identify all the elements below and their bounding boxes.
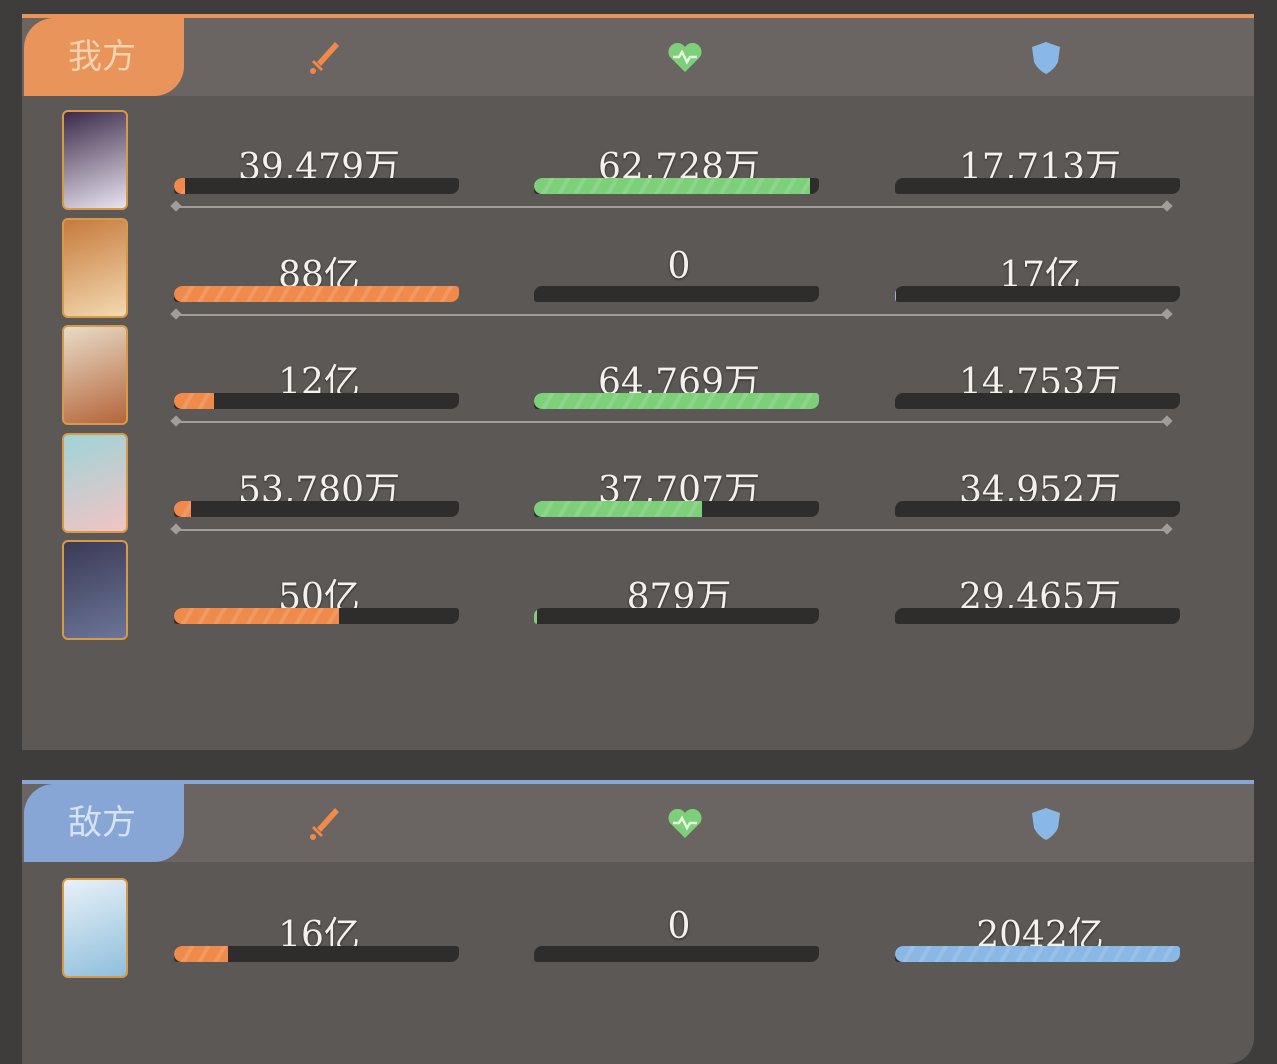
damage-bar-fill — [174, 608, 340, 624]
sword-icon — [305, 804, 345, 844]
damage-bar — [174, 393, 459, 409]
damage-bar — [174, 946, 459, 962]
heal-bar-fill — [534, 500, 703, 517]
hero-portrait[interactable] — [62, 217, 128, 318]
tank-bar-fill — [895, 946, 1180, 962]
tank-bar — [895, 178, 1180, 194]
tank-bar-fill — [895, 285, 897, 302]
tank-bar — [895, 608, 1180, 624]
stat-row: 88亿 0 17亿 — [22, 217, 1254, 325]
hero-portrait[interactable] — [62, 432, 128, 533]
heal-value: 0 — [667, 245, 691, 287]
row-divider — [174, 206, 1169, 208]
row-divider — [174, 313, 1169, 316]
ally-panel: 我方 39,479万 62,728万 17,713万 88亿 0 17亿 12亿 64,769… — [22, 14, 1254, 750]
shield-icon — [1026, 38, 1066, 78]
damage-bar-fill — [174, 178, 186, 194]
enemy-tab[interactable]: 敌方 — [24, 784, 184, 862]
damage-bar — [174, 500, 459, 517]
hero-portrait[interactable] — [62, 325, 128, 425]
tank-bar — [895, 393, 1180, 409]
heal-bar — [534, 500, 819, 517]
hero-portrait[interactable] — [62, 110, 128, 210]
heal-value: 0 — [667, 906, 691, 947]
heart-icon — [665, 38, 705, 78]
shield-icon — [1026, 804, 1066, 844]
damage-bar-fill — [174, 500, 192, 517]
damage-bar — [174, 285, 459, 302]
stat-row: 53,780万 37,707万 34,952万 — [22, 432, 1254, 540]
tank-bar — [895, 946, 1180, 962]
damage-bar-fill — [174, 946, 229, 962]
hero-portrait[interactable] — [62, 540, 128, 640]
heal-bar — [534, 178, 819, 194]
ally-header: 我方 — [22, 18, 1254, 96]
tank-bar — [895, 285, 1180, 302]
heal-bar-fill — [534, 393, 819, 409]
row-divider — [174, 421, 1169, 423]
stat-row: 16亿 0 2042亿 — [22, 878, 1254, 985]
damage-bar — [174, 608, 459, 624]
heal-bar-fill — [534, 178, 811, 194]
damage-bar-fill — [174, 393, 214, 409]
heal-bar — [534, 946, 819, 962]
damage-bar-fill — [174, 285, 459, 302]
stat-row: 12亿 64,769万 14,753万 — [22, 325, 1254, 432]
heal-bar-fill — [534, 608, 537, 624]
tank-bar — [895, 500, 1180, 517]
ally-tab[interactable]: 我方 — [24, 18, 184, 96]
enemy-header: 敌方 — [22, 784, 1254, 862]
hero-portrait[interactable] — [62, 878, 128, 978]
stat-row: 50亿 879万 29,465万 — [22, 540, 1254, 647]
row-divider — [174, 528, 1169, 531]
damage-bar — [174, 178, 459, 194]
sword-icon — [305, 38, 345, 78]
heal-bar — [534, 608, 819, 624]
heal-bar — [534, 393, 819, 409]
heart-icon — [665, 804, 705, 844]
stat-row: 39,479万 62,728万 17,713万 — [22, 110, 1254, 217]
enemy-panel: 敌方 16亿 0 2042亿 — [22, 780, 1254, 1064]
heal-bar — [534, 285, 819, 302]
